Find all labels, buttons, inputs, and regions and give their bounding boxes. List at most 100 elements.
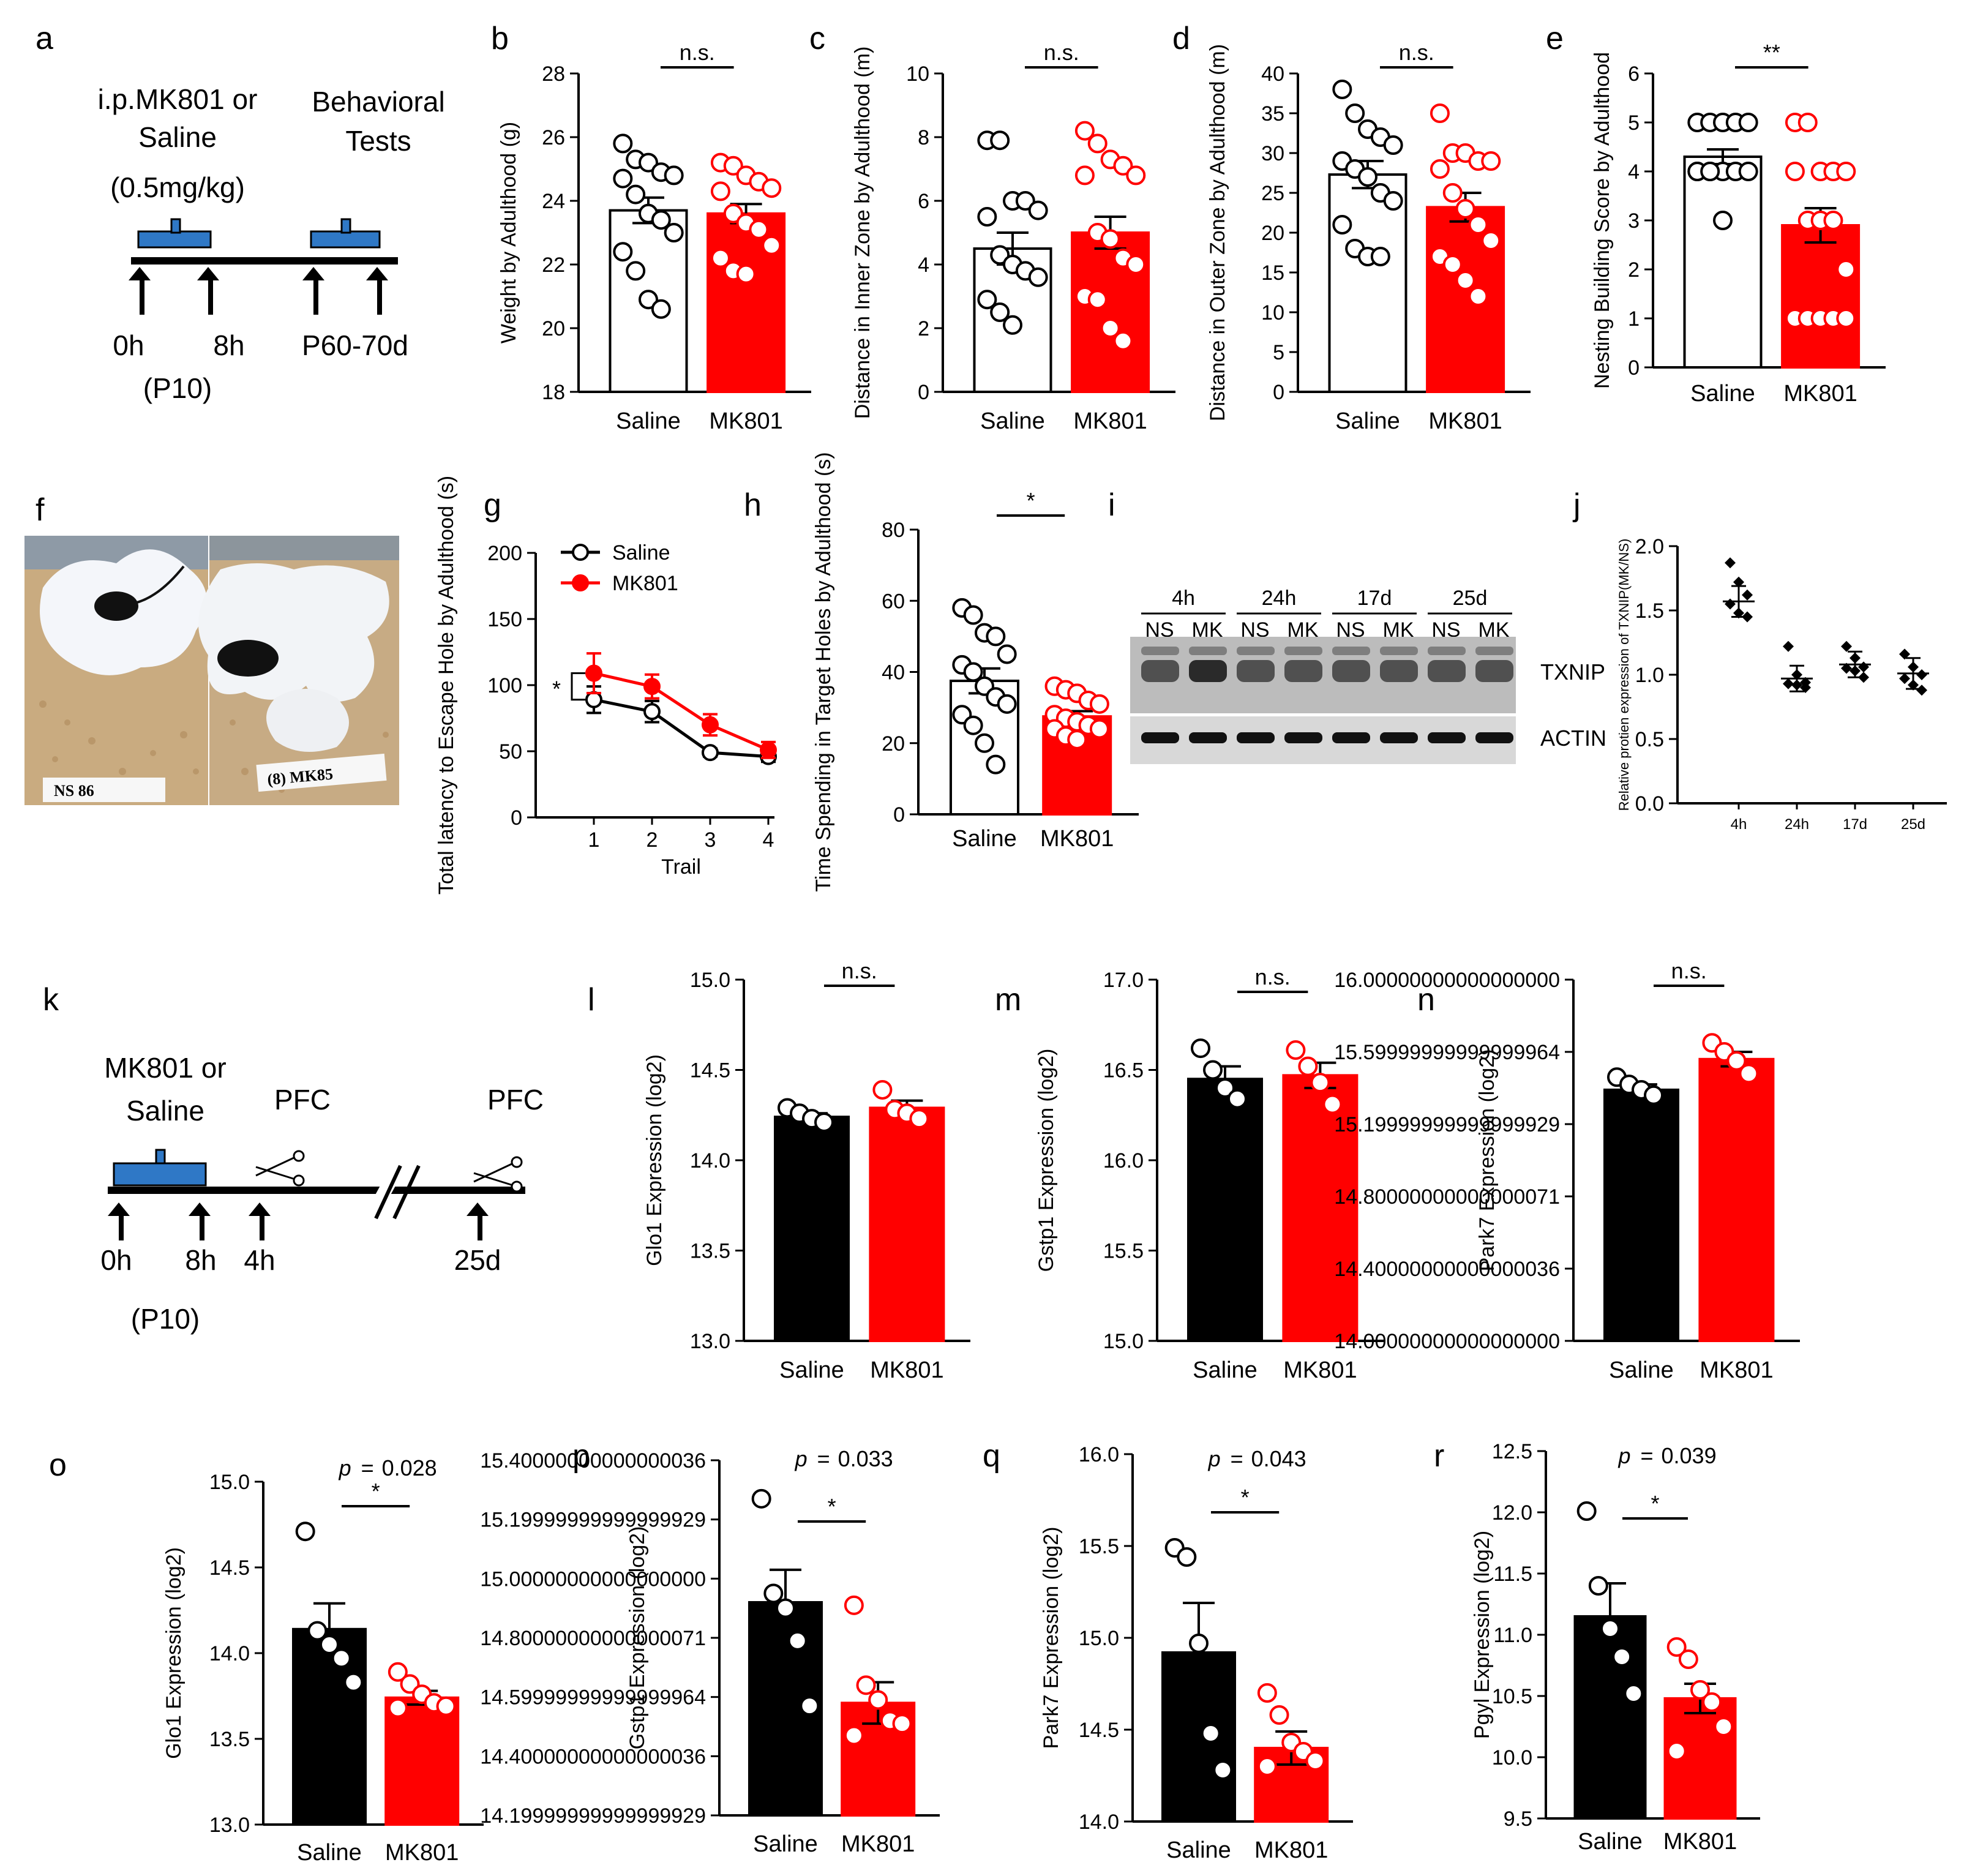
photo-right-wall (209, 536, 399, 560)
data-point (1455, 271, 1475, 290)
data-point (1702, 1692, 1722, 1712)
y-tick-label: 14.5 (690, 1059, 730, 1082)
txnip-upper-band (1189, 647, 1227, 655)
significance-label: ** (1763, 40, 1780, 65)
category-label: MK801 (1783, 381, 1857, 407)
legend-label: Saline (612, 541, 670, 565)
saline-bar (292, 1627, 367, 1826)
y-tick-label: 13.5 (690, 1240, 730, 1263)
data-point (1783, 640, 1794, 652)
data-point (909, 1109, 929, 1129)
tag-left (43, 778, 165, 802)
y-tick-label: 0 (893, 803, 905, 827)
treatment-block-k (113, 1162, 207, 1187)
panel-label-j: j (1572, 487, 1581, 523)
data-point (1800, 682, 1811, 693)
data-point (388, 1662, 408, 1682)
data-point (1113, 156, 1133, 176)
significance-bracket (571, 672, 585, 701)
y-tick-label: 12.0 (1492, 1501, 1532, 1525)
data-point (295, 1521, 315, 1542)
category-label: Saline (297, 1840, 362, 1866)
y-tick-label: 24 (542, 190, 565, 213)
data-point (331, 1648, 351, 1668)
data-point (664, 223, 684, 242)
panel-label-n: n (1417, 982, 1435, 1018)
category-label: Saline (1335, 408, 1400, 434)
data-point (1841, 662, 1852, 674)
legend-marker (572, 574, 589, 591)
y-tick-label: 5 (1628, 111, 1640, 135)
blot-timepoint-label: 25d (1453, 587, 1488, 610)
legend-marker (572, 544, 589, 561)
significance-label: * (1241, 1485, 1250, 1510)
data-point (1713, 211, 1733, 230)
data-point (997, 644, 1017, 664)
cotton-right-1 (198, 563, 389, 702)
category-label: Saline (753, 1831, 818, 1857)
y-tick-label: 40 (882, 661, 905, 685)
y-tick-label: 15.40000000000000036 (480, 1449, 706, 1473)
p-value: 0.028 (382, 1455, 437, 1480)
y-tick-label: 14.0 (209, 1642, 250, 1665)
panel-label-g: g (484, 487, 501, 523)
data-point (1089, 694, 1109, 714)
y-tick-label: 0 (1628, 356, 1640, 380)
panel-l: l 13.0 13.5 14.0 14.5 15.0 Glo1 Expression (lo… (588, 958, 970, 1383)
data-point (749, 219, 769, 239)
panel-label-c: c (809, 21, 825, 56)
y-tick-label: 20 (882, 732, 905, 756)
txnip-band (1284, 660, 1322, 682)
y-tick-label: 12.5 (1492, 1440, 1532, 1463)
y-tick-label: 10.5 (1492, 1685, 1532, 1708)
y-axis-label: Gstp1 Expression (log2) (1035, 1049, 1058, 1272)
arrow-icon (366, 267, 388, 315)
data-point (1858, 672, 1869, 683)
panel-label-e: e (1546, 21, 1564, 56)
panel-o: o 13.0 13.5 14.0 14.5 15.0 Glo1 Expression (lo… (49, 1447, 484, 1866)
x-tick-label: 24h (1785, 816, 1809, 833)
txnip-upper-band (1141, 647, 1179, 655)
category-label: MK801 (1663, 1829, 1737, 1855)
p-value-symbol: p (1208, 1446, 1221, 1471)
category-label: MK801 (1040, 826, 1114, 852)
y-tick-label: 20 (1261, 222, 1284, 245)
data-point (1836, 260, 1856, 279)
data-point (639, 290, 658, 310)
y-tick-label: 0 (1273, 381, 1284, 404)
actin-band (1141, 732, 1179, 743)
data-point (1742, 611, 1753, 623)
data-point (1028, 200, 1048, 220)
y-axis-label: Weight by Adulthood (g) (497, 122, 520, 343)
data-point (1908, 661, 1919, 673)
data-point (1067, 729, 1087, 749)
data-point (990, 302, 1010, 322)
y-tick-label: 13.0 (209, 1814, 250, 1837)
mk801-bar (1781, 224, 1861, 369)
txnip-band (1332, 660, 1370, 682)
data-point (307, 1621, 328, 1641)
data-point (1189, 1634, 1209, 1653)
arrow-icon (302, 267, 324, 315)
p-value: 0.033 (838, 1446, 893, 1471)
category-label: MK801 (841, 1831, 915, 1857)
mouse-left (94, 591, 138, 621)
diagram-k-time-8h: 8h (185, 1244, 216, 1276)
y-tick-label: 16.0 (1103, 1149, 1144, 1172)
scissors-icon (473, 1156, 523, 1193)
y-tick-label: 3 (1628, 209, 1640, 233)
txnip-upper-band (1284, 647, 1322, 655)
data-point (1332, 80, 1352, 99)
mouse-left-tail (134, 565, 185, 604)
data-point (343, 1672, 364, 1692)
y-tick-label: 15.5 (1103, 1240, 1144, 1263)
category-label: Saline (980, 408, 1045, 434)
data-point (1228, 1089, 1247, 1109)
data-point (1177, 1547, 1197, 1567)
actin-band (1284, 732, 1322, 743)
arrow-icon (467, 1203, 489, 1240)
actin-band (1332, 732, 1370, 743)
data-point (702, 744, 719, 762)
data-point (1430, 159, 1450, 179)
